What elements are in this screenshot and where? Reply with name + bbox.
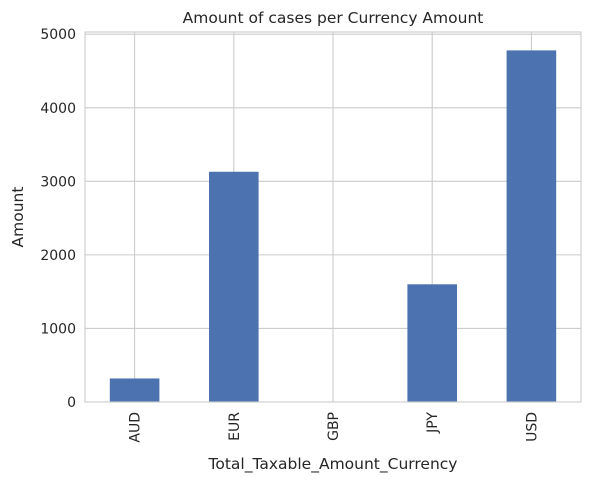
x-tick-label: EUR — [227, 412, 243, 441]
x-axis-label: Total_Taxable_Amount_Currency — [208, 455, 458, 474]
x-tick-label: USD — [524, 412, 540, 442]
y-tick-label: 3000 — [40, 174, 76, 190]
x-tick-label: GBP — [326, 412, 342, 441]
y-tick-label: 2000 — [40, 248, 76, 264]
bar-usd — [506, 50, 557, 403]
y-tick-labels: 0 1000 2000 3000 4000 5000 — [40, 27, 76, 411]
bar-aud — [109, 378, 160, 402]
x-tick-label: AUD — [128, 412, 144, 443]
y-tick-label: 4000 — [40, 101, 76, 117]
y-tick-label: 1000 — [40, 321, 76, 337]
bar-jpy — [407, 284, 457, 402]
x-tick-labels: AUD EUR GBP JPY USD — [128, 412, 541, 443]
bars — [109, 50, 557, 403]
y-axis-label: Amount — [9, 187, 27, 248]
x-tick-label: JPY — [425, 412, 441, 434]
bar-eur — [209, 171, 259, 402]
y-tick-label: 5000 — [40, 27, 76, 43]
chart-title: Amount of cases per Currency Amount — [183, 9, 484, 27]
y-tick-label: 0 — [67, 395, 76, 411]
axes-frame — [84, 31, 582, 403]
